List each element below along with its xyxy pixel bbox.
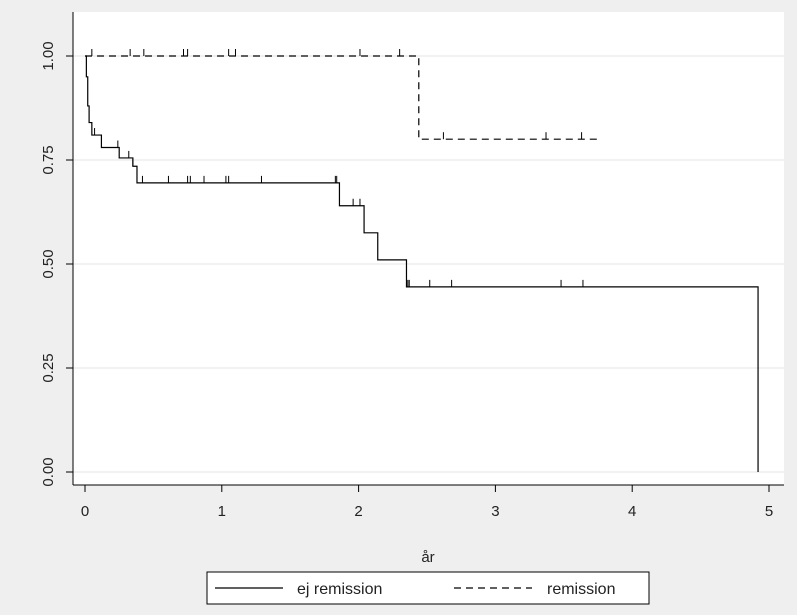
series-line-remission bbox=[85, 55, 601, 140]
x-tick-label-3: 3 bbox=[491, 503, 499, 520]
x-tick-label-4: 4 bbox=[628, 503, 636, 520]
y-tick-label-2: 0.50 bbox=[40, 249, 57, 278]
legend-label-ej-remission: ej remission bbox=[297, 581, 382, 598]
axes: 0.00 0.25 0.50 0.75 1.00 0 1 2 3 4 5 bbox=[40, 12, 784, 520]
x-tick-label-5: 5 bbox=[765, 503, 773, 520]
gridlines bbox=[73, 55, 784, 473]
y-tick-label-1: 0.25 bbox=[40, 353, 57, 382]
x-tick-label-0: 0 bbox=[81, 503, 89, 520]
series-layer bbox=[85, 49, 759, 472]
x-tick-label-2: 2 bbox=[354, 503, 362, 520]
y-tick-label-0: 0.00 bbox=[40, 457, 57, 486]
y-tick-label-3: 0.75 bbox=[40, 145, 57, 174]
legend: ej remission remission bbox=[206, 571, 650, 605]
x-axis-title: år bbox=[421, 549, 434, 566]
y-tick-label-4: 1.00 bbox=[40, 41, 57, 70]
x-tick-label-1: 1 bbox=[218, 503, 226, 520]
legend-label-remission: remission bbox=[547, 581, 615, 598]
series-line-ej-remission bbox=[85, 55, 759, 472]
plot-panel bbox=[73, 12, 784, 485]
